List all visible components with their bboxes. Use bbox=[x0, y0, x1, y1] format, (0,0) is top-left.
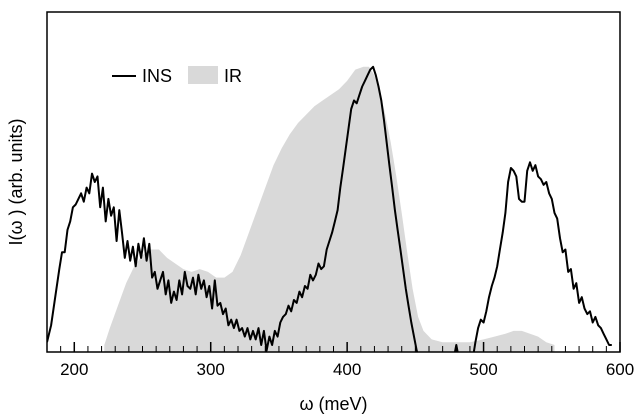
legend-ir-swatch bbox=[188, 66, 218, 84]
ir-area-series bbox=[104, 66, 555, 352]
ins-line-series bbox=[47, 65, 419, 352]
ins-line-series-c bbox=[472, 161, 612, 352]
legend: INS IR bbox=[112, 66, 242, 86]
x-tick-label: 300 bbox=[197, 360, 225, 379]
x-axis-title: ω (meV) bbox=[299, 394, 367, 414]
legend-ir-label: IR bbox=[224, 66, 242, 86]
plot-area bbox=[47, 65, 612, 352]
ins-line-series-b bbox=[453, 344, 459, 352]
x-tick-label: 600 bbox=[606, 360, 634, 379]
x-axis-ticks bbox=[46, 342, 621, 352]
x-tick-label: 200 bbox=[60, 360, 88, 379]
legend-ins-label: INS bbox=[142, 66, 172, 86]
x-axis-tick-labels: 200 300 400 500 600 bbox=[60, 360, 634, 379]
y-axis-title: I(ω ) (arb. units) bbox=[6, 118, 26, 245]
x-tick-label: 500 bbox=[469, 360, 497, 379]
x-tick-label: 400 bbox=[333, 360, 361, 379]
